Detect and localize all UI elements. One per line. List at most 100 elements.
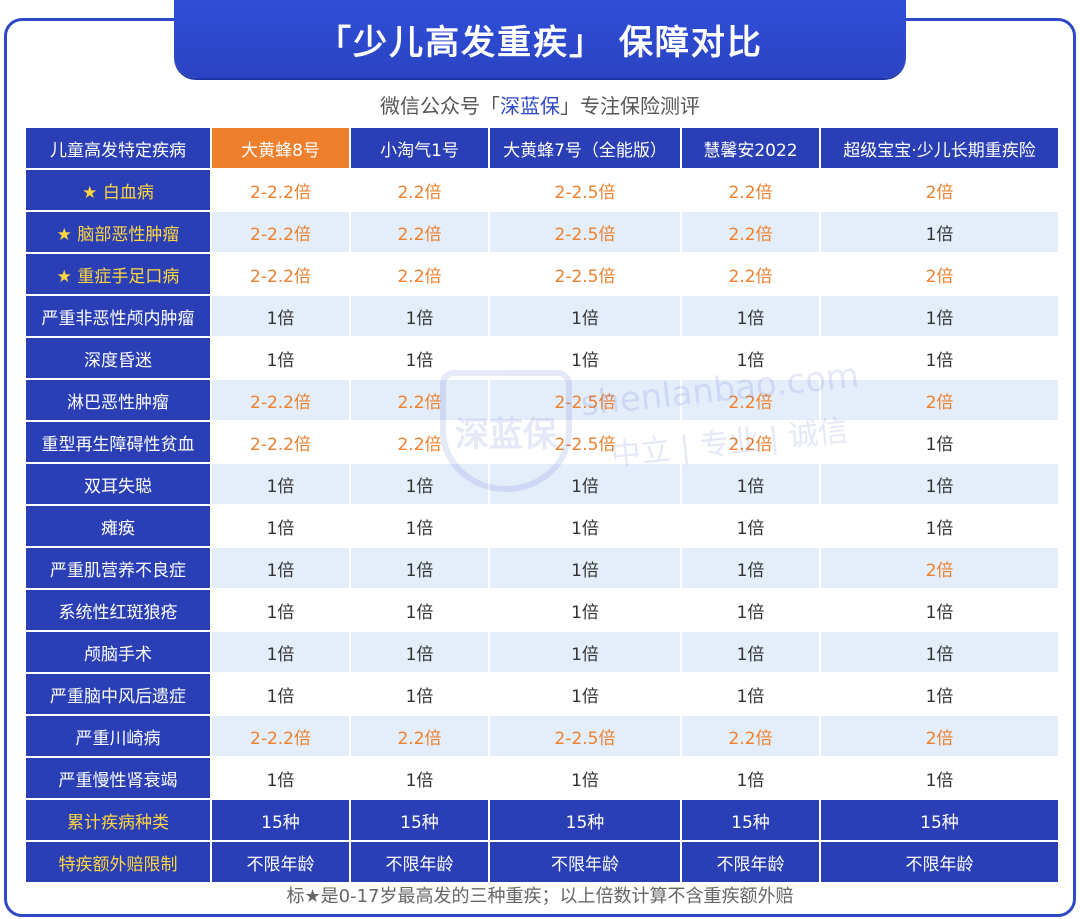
table-cell: 1倍 (682, 548, 819, 588)
table-cell: 1倍 (212, 674, 349, 714)
table-cell: 1倍 (821, 758, 1058, 798)
summary-label: 累计疾病种类 (26, 800, 210, 840)
table-cell: 1倍 (212, 296, 349, 336)
table-row: 重型再生障碍性贫血 2-2.2倍 2.2倍 2-2.5倍 2.2倍 1倍 (26, 422, 1058, 462)
table-cell: 2.2倍 (351, 170, 488, 210)
summary-label: 特疾额外赔限制 (26, 842, 210, 882)
table-cell: 2.2倍 (351, 254, 488, 294)
table-cell: 2.2倍 (351, 380, 488, 420)
table-cell: 1倍 (212, 338, 349, 378)
table-row: 颅脑手术 1倍 1倍 1倍 1倍 1倍 (26, 632, 1058, 672)
table-cell: 1倍 (490, 296, 680, 336)
table-cell: 2倍 (821, 380, 1058, 420)
header-product: 小淘气1号 (351, 128, 488, 168)
table-cell: 2.2倍 (682, 716, 819, 756)
table-cell: 1倍 (351, 506, 488, 546)
table-cell: 2倍 (821, 254, 1058, 294)
table-cell: 2.2倍 (682, 422, 819, 462)
row-disease-name: ★ 白血病 (26, 170, 210, 210)
table-cell: 1倍 (682, 464, 819, 504)
table-row: 严重川崎病 2-2.2倍 2.2倍 2-2.5倍 2.2倍 2倍 (26, 716, 1058, 756)
table-row: 瘫痪 1倍 1倍 1倍 1倍 1倍 (26, 506, 1058, 546)
table-row: 淋巴恶性肿瘤 2-2.2倍 2.2倍 2-2.5倍 2.2倍 2倍 (26, 380, 1058, 420)
table-cell: 2.2倍 (682, 380, 819, 420)
table-cell: 2倍 (821, 716, 1058, 756)
row-disease-name: ★ 重症手足口病 (26, 254, 210, 294)
comparison-table: 儿童高发特定疾病 大黄蜂8号 小淘气1号 大黄蜂7号（全能版） 慧馨安2022 … (24, 126, 1060, 884)
table-cell: 2.2倍 (682, 212, 819, 252)
table-cell: 1倍 (682, 674, 819, 714)
table-cell: 2-2.2倍 (212, 254, 349, 294)
table-cell: 1倍 (821, 338, 1058, 378)
table-cell: 1倍 (490, 632, 680, 672)
table-cell: 1倍 (821, 590, 1058, 630)
summary-cell: 15种 (821, 800, 1058, 840)
table-cell: 1倍 (682, 506, 819, 546)
table-cell: 2.2倍 (682, 170, 819, 210)
table-cell: 1倍 (351, 758, 488, 798)
row-disease-name: 瘫痪 (26, 506, 210, 546)
table-cell: 1倍 (682, 758, 819, 798)
table-cell: 1倍 (682, 632, 819, 672)
table-cell: 1倍 (490, 506, 680, 546)
table-cell: 1倍 (490, 590, 680, 630)
table-cell: 1倍 (351, 464, 488, 504)
table-cell: 1倍 (351, 632, 488, 672)
row-disease-name: 颅脑手术 (26, 632, 210, 672)
table-cell: 1倍 (821, 674, 1058, 714)
table-row: ★ 重症手足口病 2-2.2倍 2.2倍 2-2.5倍 2.2倍 2倍 (26, 254, 1058, 294)
table-cell: 1倍 (351, 590, 488, 630)
table-row: 严重脑中风后遗症 1倍 1倍 1倍 1倍 1倍 (26, 674, 1058, 714)
table-cell: 2-2.2倍 (212, 422, 349, 462)
summary-row: 累计疾病种类 15种 15种 15种 15种 15种 (26, 800, 1058, 840)
footnote: 标★是0-17岁最高发的三种重疾；以上倍数计算不含重疾额外赔 (286, 886, 794, 907)
row-disease-name: 严重川崎病 (26, 716, 210, 756)
summary-cell: 15种 (212, 800, 349, 840)
row-disease-name: 淋巴恶性肿瘤 (26, 380, 210, 420)
header-product: 超级宝宝·少儿长期重疾险 (821, 128, 1058, 168)
table-cell: 2.2倍 (351, 422, 488, 462)
table-cell: 1倍 (351, 548, 488, 588)
row-disease-name: 严重脑中风后遗症 (26, 674, 210, 714)
table-cell: 2.2倍 (682, 254, 819, 294)
header-row: 儿童高发特定疾病 大黄蜂8号 小淘气1号 大黄蜂7号（全能版） 慧馨安2022 … (26, 128, 1058, 168)
table-cell: 2-2.2倍 (212, 212, 349, 252)
table-cell: 1倍 (821, 296, 1058, 336)
table-cell: 2-2.2倍 (212, 170, 349, 210)
table-cell: 1倍 (490, 548, 680, 588)
table-cell: 1倍 (682, 590, 819, 630)
table-row: 深度昏迷 1倍 1倍 1倍 1倍 1倍 (26, 338, 1058, 378)
row-disease-name: 严重慢性肾衰竭 (26, 758, 210, 798)
table-cell: 1倍 (821, 212, 1058, 252)
table-cell: 1倍 (821, 464, 1058, 504)
header-product: 大黄蜂7号（全能版） (490, 128, 680, 168)
table-cell: 2.2倍 (351, 716, 488, 756)
table-cell: 2-2.2倍 (212, 380, 349, 420)
row-disease-name: 系统性红斑狼疮 (26, 590, 210, 630)
table-row: 系统性红斑狼疮 1倍 1倍 1倍 1倍 1倍 (26, 590, 1058, 630)
table-cell: 2-2.5倍 (490, 212, 680, 252)
table-cell: 1倍 (212, 758, 349, 798)
table-cell: 1倍 (490, 464, 680, 504)
header-product: 大黄蜂8号 (212, 128, 349, 168)
table-cell: 1倍 (351, 296, 488, 336)
table-cell: 2倍 (821, 548, 1058, 588)
summary-cell: 15种 (490, 800, 680, 840)
table-cell: 1倍 (212, 590, 349, 630)
subtitle: 微信公众号「深蓝保」专注保险测评 (0, 90, 1080, 119)
table-cell: 2倍 (821, 170, 1058, 210)
summary-cell: 不限年龄 (490, 842, 680, 882)
table-cell: 1倍 (682, 338, 819, 378)
table-cell: 1倍 (212, 506, 349, 546)
summary-row: 特疾额外赔限制 不限年龄 不限年龄 不限年龄 不限年龄 不限年龄 (26, 842, 1058, 882)
summary-cell: 不限年龄 (212, 842, 349, 882)
table-cell: 1倍 (351, 674, 488, 714)
row-disease-name: 深度昏迷 (26, 338, 210, 378)
summary-cell: 不限年龄 (682, 842, 819, 882)
table-cell: 2-2.5倍 (490, 380, 680, 420)
table-cell: 1倍 (821, 422, 1058, 462)
summary-cell: 15种 (682, 800, 819, 840)
table-cell: 1倍 (682, 296, 819, 336)
table-cell: 2-2.5倍 (490, 170, 680, 210)
header-product: 慧馨安2022 (682, 128, 819, 168)
